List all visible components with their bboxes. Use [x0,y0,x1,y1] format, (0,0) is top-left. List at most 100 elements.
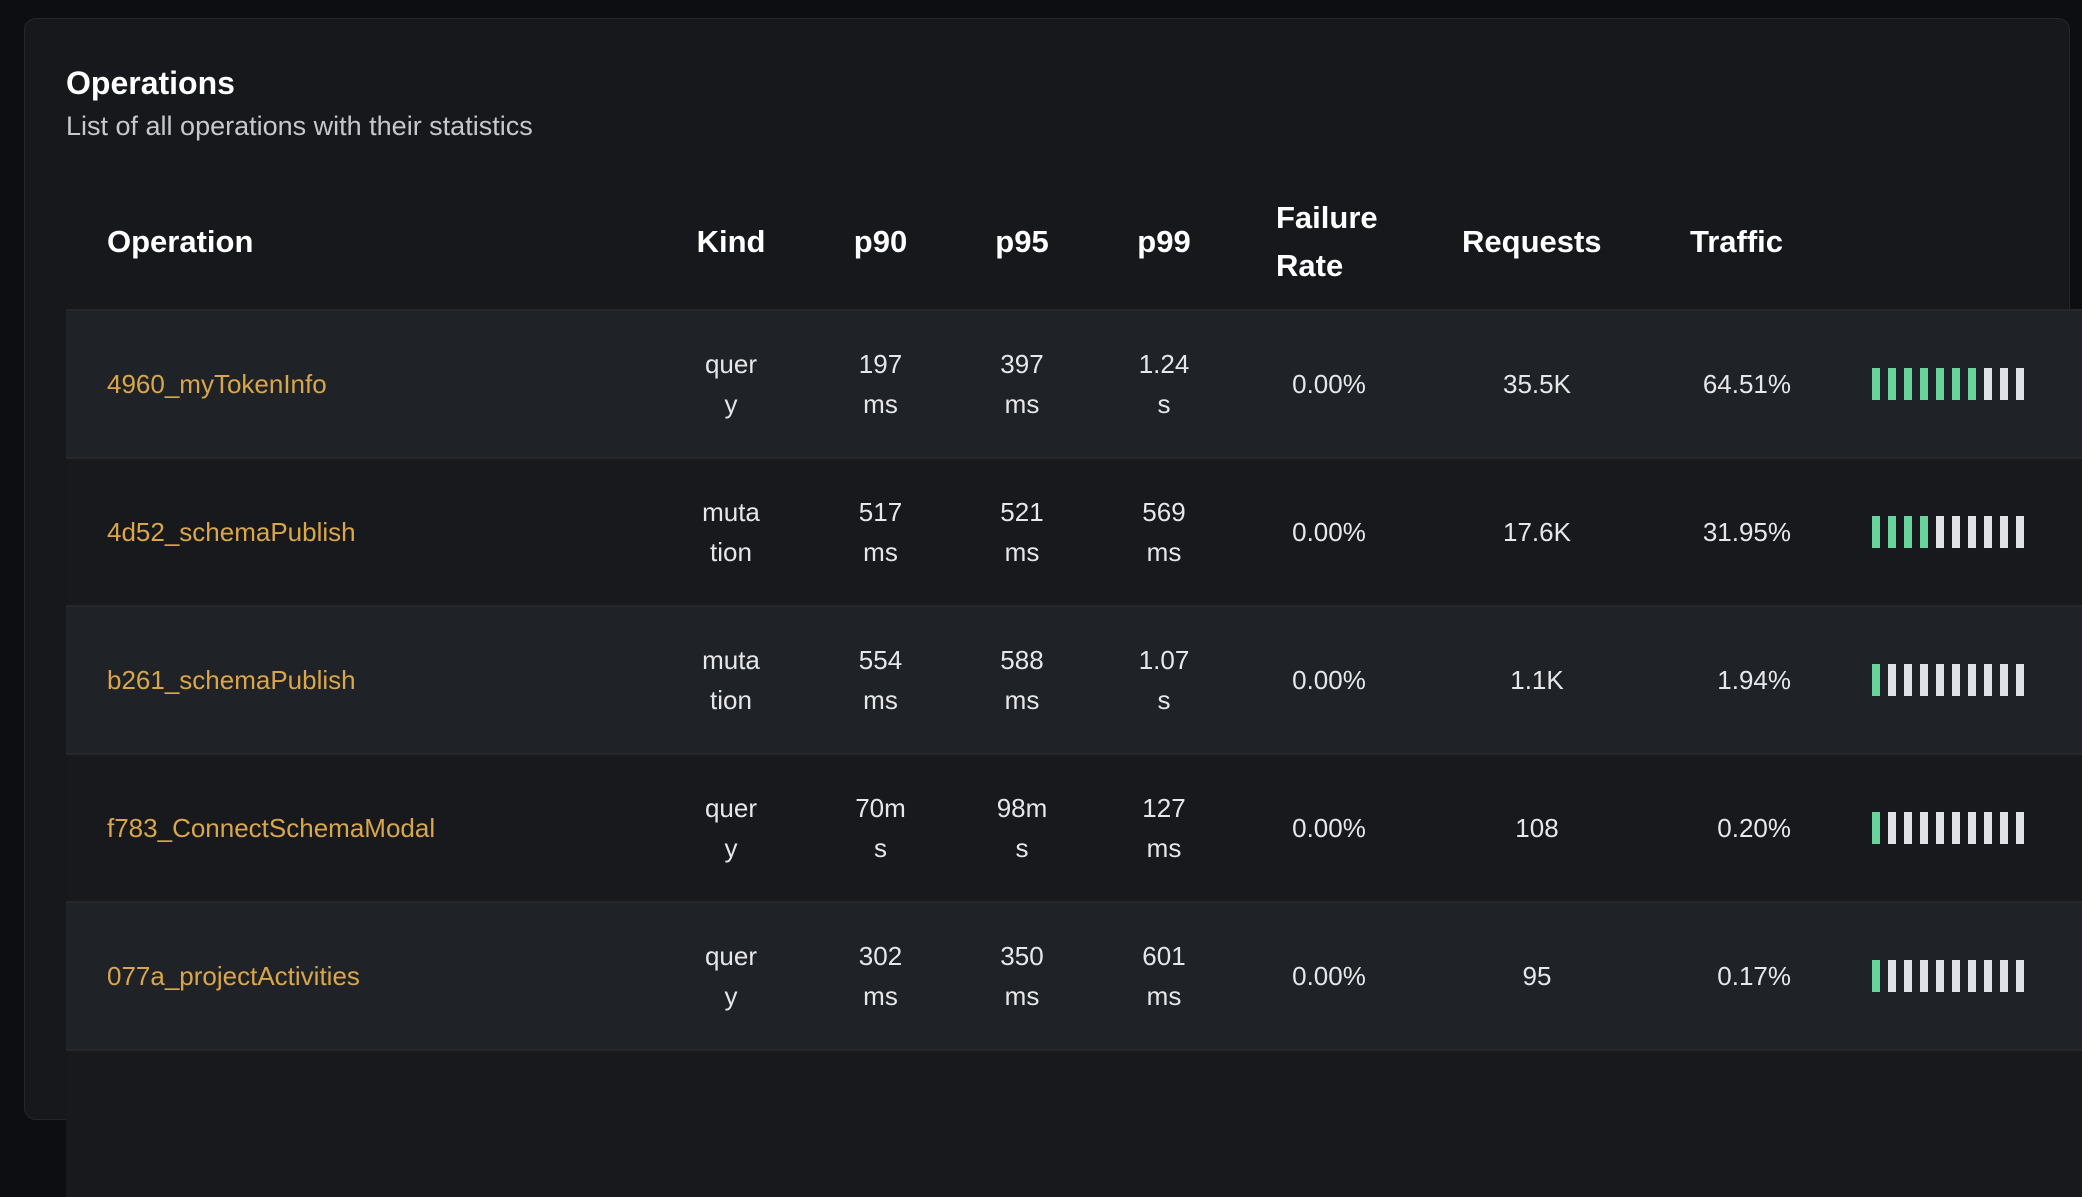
traffic-bar-segment [1952,368,1960,400]
kind-cell: mutation [652,492,810,572]
traffic-bar-segment [1904,812,1912,844]
traffic-bar-segment [1872,664,1880,696]
p95-value: 588 ms [1000,645,1044,715]
requests-value: 108 [1515,813,1559,843]
p90-value: 70ms [855,793,906,863]
traffic-bar-segment [2016,960,2024,992]
traffic-bar-segment [1904,664,1912,696]
table-row: 077a_projectActivities query 302 ms 350 ms 6… [66,901,2082,1049]
traffic-bar-segment [1888,516,1896,548]
traffic-bar-meter [1811,812,2082,844]
traffic-bar-segment [1904,960,1912,992]
p95-cell: 397 ms [951,344,1093,424]
traffic-bar-segment [1952,664,1960,696]
p90-value: 554 ms [858,645,903,715]
requests-value: 95 [1522,961,1552,991]
p99-value: 1.24 s [1138,349,1190,419]
p99-cell: 569 ms [1093,492,1235,572]
p95-cell: 521 ms [951,492,1093,572]
failure-rate-value: 0.00% [1292,961,1366,991]
traffic-bar-segment [1920,812,1928,844]
p95-cell: 98ms [951,788,1093,868]
p95-cell: 588 ms [951,640,1093,720]
traffic-bar-segment [1984,812,1992,844]
header-traffic[interactable]: Traffic [1690,223,1784,259]
table-row: 4d52_schemaPublish mutation 517 ms 521 ms 56… [66,457,2082,605]
kind-value: query [704,793,758,863]
operation-link[interactable]: f783_ConnectSchemaModal [107,813,436,843]
header-p99[interactable]: p99 [1137,223,1191,259]
traffic-bar-segment [1888,812,1896,844]
operation-link[interactable]: 4d52_schemaPublish [107,517,356,547]
header-failure-rate[interactable]: Failure Rate [1276,199,1378,283]
traffic-value: 1.94% [1717,665,1791,695]
p90-value: 517 ms [858,497,903,567]
p95-value: 397 ms [1000,349,1044,419]
table-header: Operation Kind p90 p95 p99 Failure Rate … [66,174,2082,309]
p99-value: 569 ms [1142,497,1186,567]
table-row: f783_ConnectSchemaModal query 70ms 98ms 127 … [66,753,2082,901]
header-kind[interactable]: Kind [696,223,766,259]
p90-cell: 302 ms [810,936,951,1016]
table-row: 4960_myTokenInfo query 197 ms 397 ms 1.24 s 0… [66,309,2082,457]
traffic-bar-segment [1936,664,1944,696]
traffic-bar-segment [1872,368,1880,400]
traffic-bar-segment [1888,664,1896,696]
traffic-value: 64.51% [1702,369,1791,399]
operations-table: Operation Kind p90 p95 p99 Failure Rate … [66,174,2082,1197]
operation-link[interactable]: b261_schemaPublish [107,665,356,695]
traffic-bar-segment [2016,812,2024,844]
traffic-bar-segment [1952,960,1960,992]
traffic-bar-segment [1920,960,1928,992]
p95-value: 521 ms [1000,497,1044,567]
header-p95[interactable]: p95 [995,223,1049,259]
requests-value: 17.6K [1503,517,1571,547]
traffic-bar-segment [2016,368,2024,400]
traffic-bar-segment [1968,368,1976,400]
traffic-bar-segment [1968,516,1976,548]
traffic-bar-segment [1968,960,1976,992]
p99-value: 127 ms [1142,793,1186,863]
header-operation[interactable]: Operation [107,223,254,259]
traffic-bar-segment [1904,516,1912,548]
kind-cell: query [652,788,810,868]
traffic-bar-segment [1904,368,1912,400]
p95-cell: 350 ms [951,936,1093,1016]
requests-value: 35.5K [1503,369,1571,399]
kind-cell: query [652,936,810,1016]
p90-value: 197 ms [858,349,903,419]
traffic-bar-segment [1952,812,1960,844]
traffic-bar-segment [1968,664,1976,696]
p99-cell: 127 ms [1093,788,1235,868]
p95-value: 350 ms [1000,941,1044,1011]
operation-link[interactable]: 077a_projectActivities [107,961,360,991]
kind-cell: mutation [652,640,810,720]
traffic-bar-segment [1872,960,1880,992]
operations-panel: Operations List of all operations with t… [24,18,2082,1197]
table-row: b261_schemaPublish mutation 554 ms 588 ms 1.… [66,605,2082,753]
p99-cell: 601 ms [1093,936,1235,1016]
p90-cell: 197 ms [810,344,951,424]
header-requests[interactable]: Requests [1462,223,1602,259]
traffic-bar-segment [1936,960,1944,992]
traffic-bar-segment [1888,368,1896,400]
p99-value: 1.07 s [1138,645,1190,715]
traffic-bar-segment [2016,664,2024,696]
traffic-value: 31.95% [1702,517,1791,547]
traffic-bar-segment [1984,516,1992,548]
p90-value: 302 ms [858,941,903,1011]
operation-link[interactable]: 4960_myTokenInfo [107,369,327,399]
traffic-bar-segment [2000,812,2008,844]
traffic-bar-segment [1936,368,1944,400]
traffic-bar-segment [2000,368,2008,400]
traffic-bar-meter [1811,368,2082,400]
kind-value: query [704,349,758,419]
requests-value: 1.1K [1510,665,1564,695]
p99-cell: 1.24 s [1093,344,1235,424]
traffic-bar-meter [1811,960,2082,992]
failure-rate-value: 0.00% [1292,813,1366,843]
traffic-bar-segment [2000,960,2008,992]
traffic-bar-segment [1984,368,1992,400]
p90-cell: 70ms [810,788,951,868]
header-p90[interactable]: p90 [853,223,908,259]
